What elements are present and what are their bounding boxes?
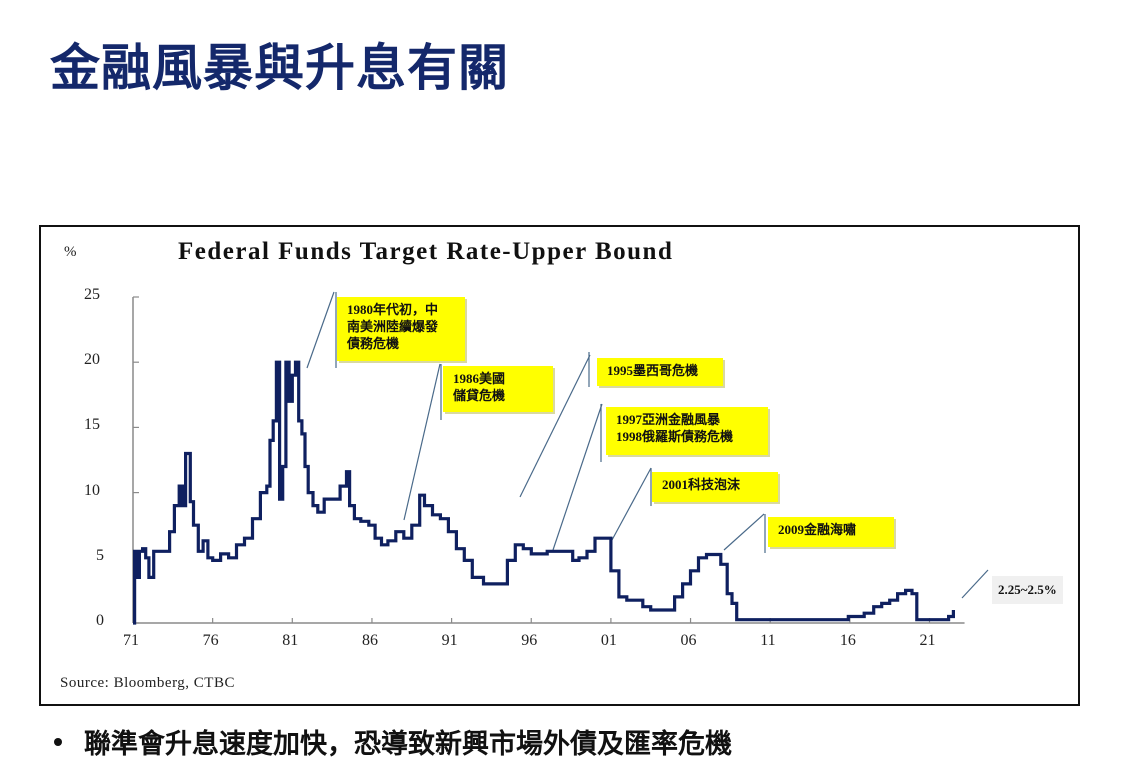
chart-title: Federal Funds Target Rate-Upper Bound xyxy=(178,238,674,265)
annotation-2001-dotcom: 2001科技泡沫 xyxy=(652,472,778,502)
x-tick-label: 91 xyxy=(441,632,458,649)
annotation-1997-asia-1998-russia: 1997亞洲金融風暴 1998俄羅斯債務危機 xyxy=(606,407,768,455)
x-tick-label: 96 xyxy=(521,632,538,649)
y-tick-label: 15 xyxy=(84,416,100,434)
y-tick-label: 10 xyxy=(84,481,100,499)
bullet-dot-icon xyxy=(54,737,62,746)
x-tick-label: 16 xyxy=(839,632,856,649)
annotation-1986-savings-loan: 1986美國 儲貸危機 xyxy=(443,366,553,412)
rate-line-series xyxy=(133,360,955,625)
annotation-2009-financial-crisis: 2009金融海嘯 xyxy=(768,517,894,547)
bullet-point: 聯準會升息速度加快，恐導致新興市場外債及匯率危機 xyxy=(48,722,732,761)
slide-title: 金融風暴與升息有關 xyxy=(50,39,509,97)
x-tick-label: 21 xyxy=(919,632,936,649)
y-axis-unit-label: % xyxy=(64,244,77,260)
annotation-leader-lines xyxy=(306,291,989,599)
x-tick-label: 01 xyxy=(600,632,617,649)
x-tick-label: 11 xyxy=(760,632,776,649)
chart-source: Source: Bloomberg, CTBC xyxy=(60,675,235,691)
chart-axes xyxy=(132,296,965,624)
annotation-1995-mexico: 1995墨西哥危機 xyxy=(597,358,723,386)
bullet-text: 聯準會升息速度加快，恐導致新興市場外債及匯率危機 xyxy=(84,729,732,760)
chart-frame xyxy=(39,225,1080,706)
current-rate-label: 2.25~2.5% xyxy=(992,576,1063,604)
annotation-1980s-latam-debt: 1980年代初，中 南美洲陸續爆發 債務危機 xyxy=(337,297,465,361)
y-tick-label: 5 xyxy=(96,546,104,564)
x-tick-label: 06 xyxy=(680,632,697,649)
y-tick-label: 0 xyxy=(96,612,104,629)
x-tick-label: 76 xyxy=(202,632,219,649)
x-tick-label: 81 xyxy=(282,632,299,649)
x-tick-label: 71 xyxy=(123,632,139,649)
y-tick-label: 25 xyxy=(84,286,100,303)
y-tick-label: 20 xyxy=(84,351,100,369)
x-tick-label: 86 xyxy=(361,632,378,649)
